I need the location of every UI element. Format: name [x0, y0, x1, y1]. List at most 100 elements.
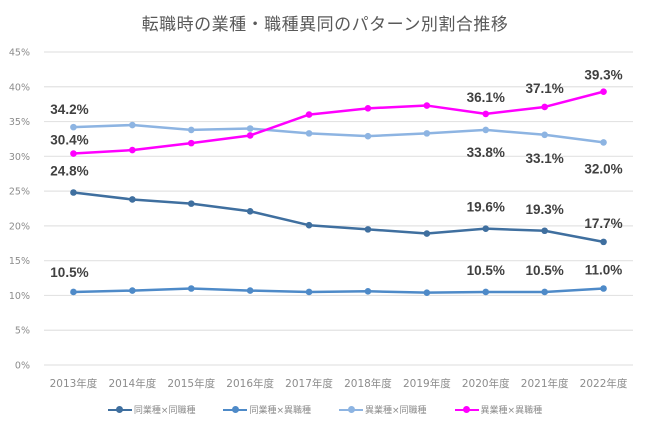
chart-title: 転職時の業種・職種異同のパターン別割合推移 — [141, 15, 509, 35]
series-line — [73, 191, 604, 244]
data-point — [129, 196, 136, 203]
series-2 — [70, 285, 607, 296]
legend-label: 異業種×異職種 — [480, 406, 543, 416]
data-label: 10.5% — [467, 263, 505, 278]
data-point — [541, 131, 548, 139]
data-point — [70, 189, 77, 196]
legend-line-marker-icon — [339, 405, 363, 415]
data-point — [423, 102, 431, 109]
legend-label: 同業種×同職種 — [133, 406, 196, 416]
y-tick-label: 40% — [9, 82, 30, 93]
y-tick-label: 15% — [9, 256, 30, 267]
data-point — [364, 132, 372, 140]
x-tick-label: 2017年度 — [285, 377, 333, 390]
x-tick-label: 2020年度 — [462, 377, 510, 390]
data-label: 10.5% — [526, 263, 564, 278]
data-point — [305, 221, 313, 229]
data-point — [600, 238, 607, 246]
series-1 — [70, 189, 607, 246]
x-tick-label: 2013年度 — [50, 377, 98, 390]
data-label: 19.6% — [467, 200, 505, 215]
data-label: 17.7% — [584, 216, 622, 231]
data-point — [305, 111, 313, 118]
data-point — [482, 225, 490, 232]
data-point — [246, 125, 254, 132]
legend-item[interactable]: 異業種×異職種 — [454, 403, 543, 416]
data-label: 39.3% — [584, 68, 622, 83]
x-tick-label: 2019年度 — [403, 377, 451, 390]
legend-label: 同業種×異職種 — [249, 406, 311, 416]
data-point — [187, 285, 195, 292]
data-label: 34.2% — [50, 102, 88, 117]
series-line — [73, 287, 604, 294]
data-point — [70, 288, 77, 296]
series-line — [73, 123, 604, 144]
legend-item[interactable]: 同業種×異職種 — [223, 403, 311, 416]
x-axis-ticks: 2013年度 2014年度 2015年度 2016年度 2017年度 2018年度 2019… — [50, 377, 628, 390]
data-point — [246, 287, 254, 294]
legend: 同業種×同職種 同業種×異職種 異業種×同職種 異業種×異職種 — [0, 403, 650, 416]
y-tick-label: 30% — [9, 152, 30, 163]
data-label: 24.8% — [50, 164, 88, 179]
data-point — [423, 130, 431, 137]
data-label: 11.0% — [585, 262, 623, 277]
x-tick-label: 2021年度 — [521, 377, 569, 390]
data-point — [305, 130, 313, 137]
legend-item[interactable]: 異業種×同職種 — [339, 403, 427, 416]
y-tick-label: 45% — [9, 48, 30, 59]
data-label: 36.1% — [467, 90, 505, 105]
data-point — [129, 121, 136, 129]
data-point — [129, 146, 136, 154]
x-tick-label: 2022年度 — [580, 377, 628, 390]
data-label: 10.5% — [50, 265, 88, 280]
data-point — [305, 288, 313, 296]
y-tick-label: 5% — [15, 326, 30, 337]
data-point — [482, 126, 490, 134]
legend-line-marker-icon — [107, 405, 132, 415]
data-point — [70, 150, 77, 157]
data-point — [246, 132, 254, 139]
data-point — [600, 139, 607, 146]
x-tick-label: 2015年度 — [167, 377, 215, 390]
y-tick-label: 20% — [9, 221, 30, 232]
data-label: 33.8% — [467, 145, 505, 160]
y-tick-label: 10% — [9, 291, 30, 302]
series-4 — [70, 88, 607, 157]
data-point — [600, 285, 607, 292]
data-point — [187, 126, 195, 134]
data-point — [541, 103, 548, 111]
data-point — [364, 226, 372, 233]
y-tick-label: 25% — [9, 187, 30, 198]
gridlines — [44, 51, 633, 366]
data-point — [600, 88, 607, 95]
series-3 — [70, 121, 607, 146]
legend-label: 異業種×同職種 — [365, 406, 427, 416]
data-point — [482, 288, 490, 296]
data-point — [482, 110, 490, 118]
data-point — [364, 287, 372, 295]
data-point — [423, 230, 431, 237]
legend-item[interactable]: 同業種×同職種 — [107, 403, 196, 416]
data-point — [541, 288, 548, 296]
data-point — [246, 207, 254, 215]
x-tick-label: 2018年度 — [344, 377, 392, 390]
data-label: 19.3% — [526, 202, 564, 217]
data-point — [541, 227, 548, 235]
series-line — [73, 90, 604, 155]
data-point — [187, 139, 195, 147]
y-tick-label: 35% — [9, 117, 30, 128]
data-labels: 24.8% 19.6% 19.3% 17.7% 10.5% 10.5% 10.5% 11.0%… — [50, 68, 622, 280]
series-lines — [70, 88, 607, 296]
data-label: 32.0% — [584, 161, 622, 176]
legend-line-marker-icon — [223, 405, 248, 415]
data-point — [129, 287, 136, 294]
data-label: 30.4% — [50, 133, 88, 148]
x-tick-label: 2014年度 — [108, 377, 156, 390]
y-axis-ticks: 0% 5% 10% 15% 20% 25% 30% 35% 40% 45% — [9, 48, 30, 372]
data-point — [364, 105, 372, 112]
legend-line-marker-icon — [454, 405, 479, 415]
data-label: 37.1% — [526, 81, 564, 96]
y-tick-label: 0% — [15, 361, 30, 372]
data-point — [187, 200, 195, 207]
